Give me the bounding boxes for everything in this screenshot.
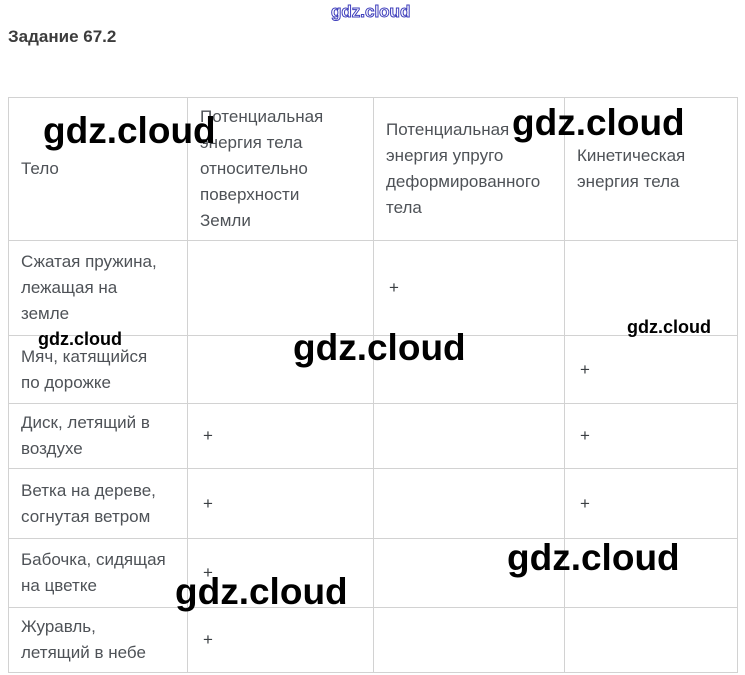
table-row: Журавль, летящий в небе + xyxy=(8,607,738,673)
col-header-body: Тело xyxy=(8,97,188,241)
mark-cell: + xyxy=(187,468,374,539)
mark-cell: + xyxy=(187,403,374,469)
mark-cell: + xyxy=(564,335,738,404)
table-row: Бабочка, сидящая на цветке + xyxy=(8,538,738,608)
mark-cell xyxy=(373,335,565,404)
row-label: Сжатая пружина, лежащая на земле xyxy=(8,240,188,336)
table-row: Диск, летящий в воздухе + + xyxy=(8,403,738,469)
header-row: Тело Потенциальная энергия тела относите… xyxy=(8,97,738,241)
mark-cell xyxy=(373,468,565,539)
mark-cell xyxy=(373,403,565,469)
mark-cell xyxy=(564,240,738,336)
watermark-outline: gdz.cloud xyxy=(330,2,411,22)
energy-table: Тело Потенциальная энергия тела относите… xyxy=(8,97,738,673)
mark-cell: + xyxy=(373,240,565,336)
col-header-potential-elastic: Потенциальная энергия упруго деформирова… xyxy=(373,97,565,241)
row-label: Диск, летящий в воздухе xyxy=(8,403,188,469)
table-row: Мяч, катящийся по дорожке + xyxy=(8,335,738,404)
col-header-kinetic: Кинетическая энергия тела xyxy=(564,97,738,241)
row-label: Журавль, летящий в небе xyxy=(8,607,188,673)
mark-cell xyxy=(564,538,738,608)
row-label: Мяч, катящийся по дорожке xyxy=(8,335,188,404)
mark-cell: + xyxy=(564,468,738,539)
col-header-potential-gravity: Потенциальная энергия тела относительно … xyxy=(187,97,374,241)
table-row: Сжатая пружина, лежащая на земле + xyxy=(8,240,738,336)
mark-cell xyxy=(373,607,565,673)
mark-cell xyxy=(373,538,565,608)
row-label: Ветка на дереве, согнутая ветром xyxy=(8,468,188,539)
mark-cell xyxy=(187,335,374,404)
mark-cell xyxy=(564,607,738,673)
table-row: Ветка на дереве, согнутая ветром + + xyxy=(8,468,738,539)
page-title: Задание 67.2 xyxy=(8,27,117,46)
mark-cell: + xyxy=(187,607,374,673)
row-label: Бабочка, сидящая на цветке xyxy=(8,538,188,608)
mark-cell: + xyxy=(187,538,374,608)
mark-cell: + xyxy=(564,403,738,469)
mark-cell xyxy=(187,240,374,336)
